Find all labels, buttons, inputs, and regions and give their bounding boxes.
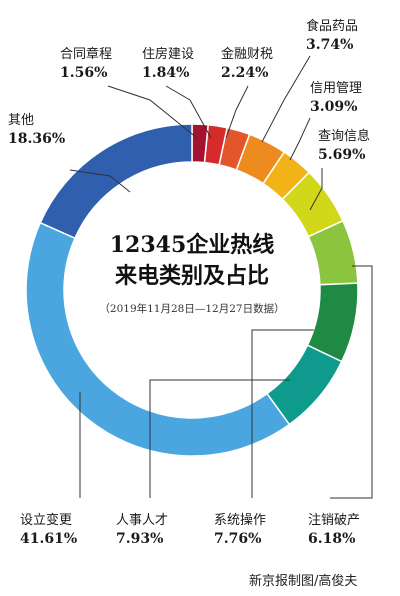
donut-slice-9	[25, 221, 291, 457]
slice-value-2: 2.24%	[221, 65, 268, 81]
slice-label-1: 住房建设	[142, 46, 194, 62]
slice-value-5: 5.69%	[318, 147, 365, 163]
slice-value-10: 18.36%	[8, 131, 65, 147]
slice-value-1: 1.84%	[142, 65, 189, 81]
slice-label-3: 食品药品	[306, 18, 358, 34]
slice-value-4: 3.09%	[310, 99, 357, 115]
leader-line-3	[261, 55, 311, 143]
leader-line-2	[225, 85, 249, 139]
chart-slices	[25, 123, 359, 457]
slice-label-5: 查询信息	[318, 128, 370, 144]
leader-line-1	[165, 85, 212, 139]
slice-label-7: 系统操作	[214, 512, 266, 528]
slice-value-7: 7.76%	[214, 531, 261, 547]
slice-label-2: 金融财税	[221, 46, 273, 62]
leader-lines	[69, 55, 373, 499]
leader-line-8	[149, 379, 290, 498]
slice-labels: 合同章程 1.56% 住房建设 1.84% 金融财税 2.24% 食品药品 3.74% 信用管理…	[8, 18, 370, 547]
slice-value-6: 6.18%	[308, 531, 355, 547]
leader-line-7	[251, 329, 314, 498]
credit-text: 新京报制图/高俊夫	[249, 574, 358, 589]
slice-label-8: 人事人才	[116, 513, 168, 528]
slice-value-8: 7.93%	[116, 531, 163, 547]
slice-label-4: 信用管理	[310, 81, 362, 96]
slice-value-9: 41.61%	[20, 531, 77, 547]
slice-value-0: 1.56%	[60, 65, 107, 81]
chart-title: 12345企业热线	[110, 232, 275, 258]
slice-value-3: 3.74%	[306, 37, 353, 53]
chart-subtitle: （2019年11月28日—12月27日数据）	[99, 302, 284, 315]
slice-label-10: 其他	[8, 113, 34, 128]
slice-label-6: 注销破产	[308, 513, 360, 528]
leader-line-0	[107, 85, 198, 139]
leader-line-5	[309, 168, 323, 211]
slice-label-0: 合同章程	[60, 46, 112, 62]
leader-line-4	[289, 117, 311, 161]
chart-title-line2: 来电类别及占比	[114, 263, 269, 289]
leader-line-10	[69, 169, 131, 193]
slice-label-9: 设立变更	[20, 512, 72, 528]
leader-line-6	[330, 265, 373, 499]
